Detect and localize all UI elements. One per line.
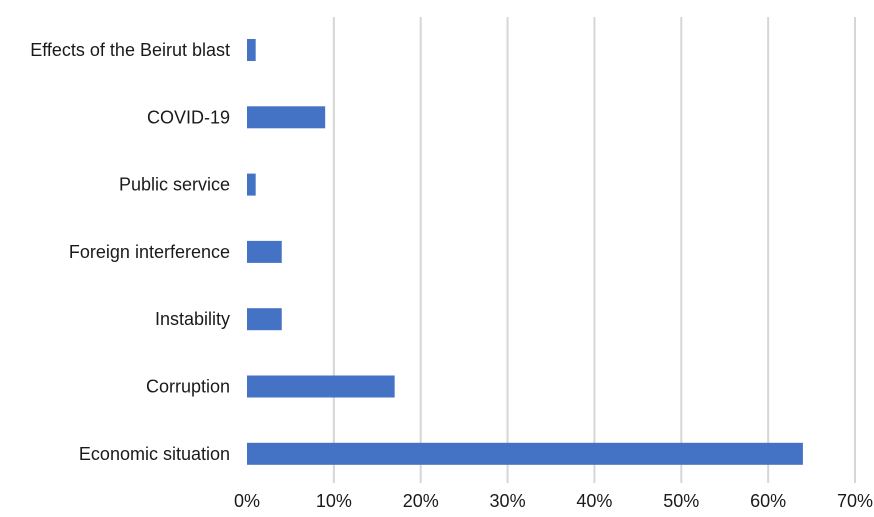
x-axis-tick-labels: 0% 10% 20% 30% 40% 50% 60% 70% — [234, 491, 873, 511]
bar-4 — [247, 308, 282, 331]
bar-0 — [247, 39, 256, 61]
x-tick-label-0: 0% — [234, 491, 260, 511]
x-tick-label-4: 40% — [576, 491, 612, 511]
x-tick-label-1: 10% — [316, 491, 352, 511]
category-labels: Effects of the Beirut blast COVID-19 Publi… — [30, 40, 230, 464]
bar-6 — [247, 442, 803, 465]
bars — [247, 39, 803, 465]
bar-3 — [247, 240, 282, 263]
bar-5 — [247, 375, 395, 398]
category-label-0: Effects of the Beirut blast — [30, 40, 230, 60]
category-label-1: COVID-19 — [147, 107, 230, 127]
x-tick-label-3: 30% — [490, 491, 526, 511]
bar-1 — [247, 106, 326, 129]
category-label-5: Corruption — [146, 377, 230, 397]
category-label-2: Public service — [119, 175, 230, 195]
category-label-3: Foreign interference — [69, 242, 230, 262]
x-tick-label-7: 70% — [837, 491, 873, 511]
x-tick-label-6: 60% — [750, 491, 786, 511]
x-tick-label-5: 50% — [663, 491, 699, 511]
category-label-4: Instability — [155, 309, 230, 329]
category-label-6: Economic situation — [79, 444, 230, 464]
x-tick-label-2: 20% — [403, 491, 439, 511]
bar-2 — [247, 173, 256, 196]
gridlines — [332, 17, 856, 483]
